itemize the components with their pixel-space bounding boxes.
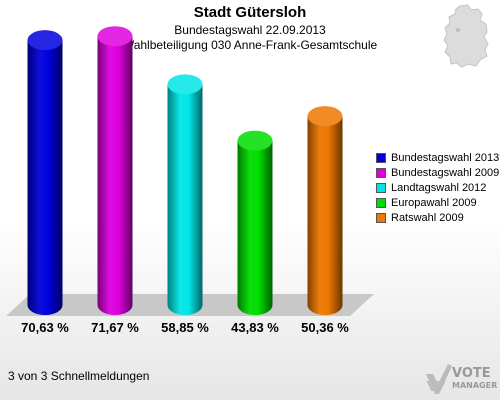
chart-subtitle-2: Wahlbeteiligung 030 Anne-Frank-Gesamtsch… — [122, 38, 378, 52]
bar-3 — [167, 74, 203, 315]
bar-top — [167, 74, 203, 95]
legend-item: Bundestagswahl 2009 — [376, 165, 499, 180]
legend-label: Landtagswahl 2012 — [391, 181, 487, 194]
legend-item: Bundestagswahl 2013 — [376, 150, 499, 165]
logo-line-1: VOTE — [452, 366, 491, 381]
bar-5 — [307, 106, 343, 316]
logo-line-2: MANAGER — [452, 381, 498, 390]
data-label-1: 70,63 % — [21, 320, 69, 335]
legend-swatch — [376, 212, 386, 223]
bar-body — [97, 36, 133, 316]
legend-label: Ratswahl 2009 — [391, 211, 464, 224]
data-label-2: 71,67 % — [91, 320, 139, 335]
chart-title: Stadt Gütersloh — [193, 4, 307, 21]
legend-item: Europawahl 2009 — [376, 195, 499, 210]
legend-item: Ratswahl 2009 — [376, 210, 499, 225]
legend-label: Bundestagswahl 2009 — [391, 166, 500, 179]
bar-top — [97, 26, 133, 47]
legend-label: Bundestagswahl 2013 — [391, 151, 500, 164]
legend-item: Landtagswahl 2012 — [376, 180, 499, 195]
legend-swatch — [376, 182, 386, 193]
bar-1 — [27, 30, 63, 315]
chart-subtitle: Bundestagswahl 22.09.2013 — [174, 23, 326, 37]
footer-text: 3 von 3 Schnellmeldungen — [8, 369, 150, 383]
data-label-4: 43,83 % — [231, 320, 279, 335]
legend-label: Europawahl 2009 — [391, 196, 477, 209]
legend-swatch — [376, 152, 386, 163]
bar-2 — [97, 26, 133, 316]
data-label-3: 58,85 % — [161, 320, 209, 335]
bar-body — [27, 40, 63, 315]
bar-top — [27, 30, 63, 51]
legend-swatch — [376, 167, 386, 178]
bar-top — [307, 106, 343, 127]
bar-4 — [237, 130, 273, 315]
vote-manager-logo: VOTE MANAGER — [424, 362, 500, 398]
bar-body — [167, 84, 203, 315]
chart-legend: Bundestagswahl 2013 Bundestagswahl 2009 La… — [376, 150, 499, 225]
bar-body — [237, 140, 273, 315]
germany-map-icon — [443, 4, 489, 68]
data-label-5: 50,36 % — [301, 320, 349, 335]
bar-body — [307, 116, 343, 316]
legend-swatch — [376, 197, 386, 208]
bar-top — [237, 130, 273, 151]
